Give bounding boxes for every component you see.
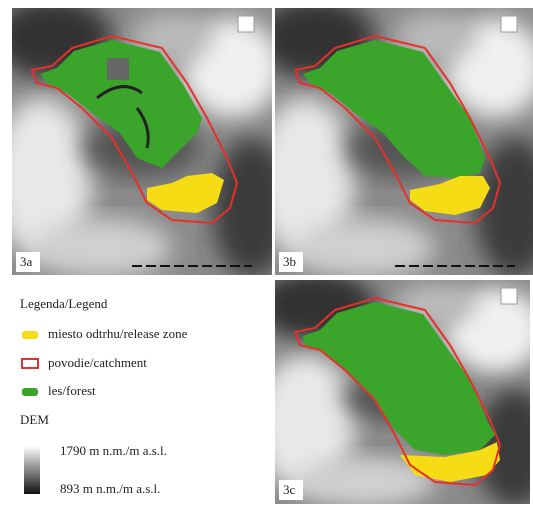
map-panel: 3a: [0, 0, 292, 278]
legend-title: Legenda/Legend: [20, 296, 108, 311]
legend-dem-title: DEM: [20, 412, 49, 427]
legend-swatch: [22, 388, 38, 396]
panel-label: 3b: [283, 254, 296, 269]
figure: 3a 3b 3c Legenda/Legend miesto odtrhu/re…: [0, 0, 533, 506]
north-arrow: [501, 288, 517, 304]
north-arrow: [238, 16, 254, 32]
dem-ramp: [24, 446, 40, 494]
north-arrow: [501, 16, 517, 32]
legend-swatch: [22, 331, 38, 339]
legend-item: les/forest: [48, 383, 96, 398]
legend-swatch: [22, 359, 38, 368]
dem-min-label: 893 m n.m./m a.s.l.: [60, 481, 160, 496]
map-panel: 3b: [255, 0, 533, 278]
legend-item: miesto odtrhu/release zone: [48, 326, 188, 341]
legend-item: povodie/catchment: [48, 355, 147, 370]
legend: Legenda/Legend miesto odtrhu/release zon…: [20, 296, 188, 496]
clearing: [107, 58, 129, 80]
dem-max-label: 1790 m n.m./m a.s.l.: [60, 443, 167, 458]
panel-label: 3c: [283, 482, 296, 497]
panel-label: 3a: [20, 254, 33, 269]
map-panel: 3c: [255, 272, 533, 506]
